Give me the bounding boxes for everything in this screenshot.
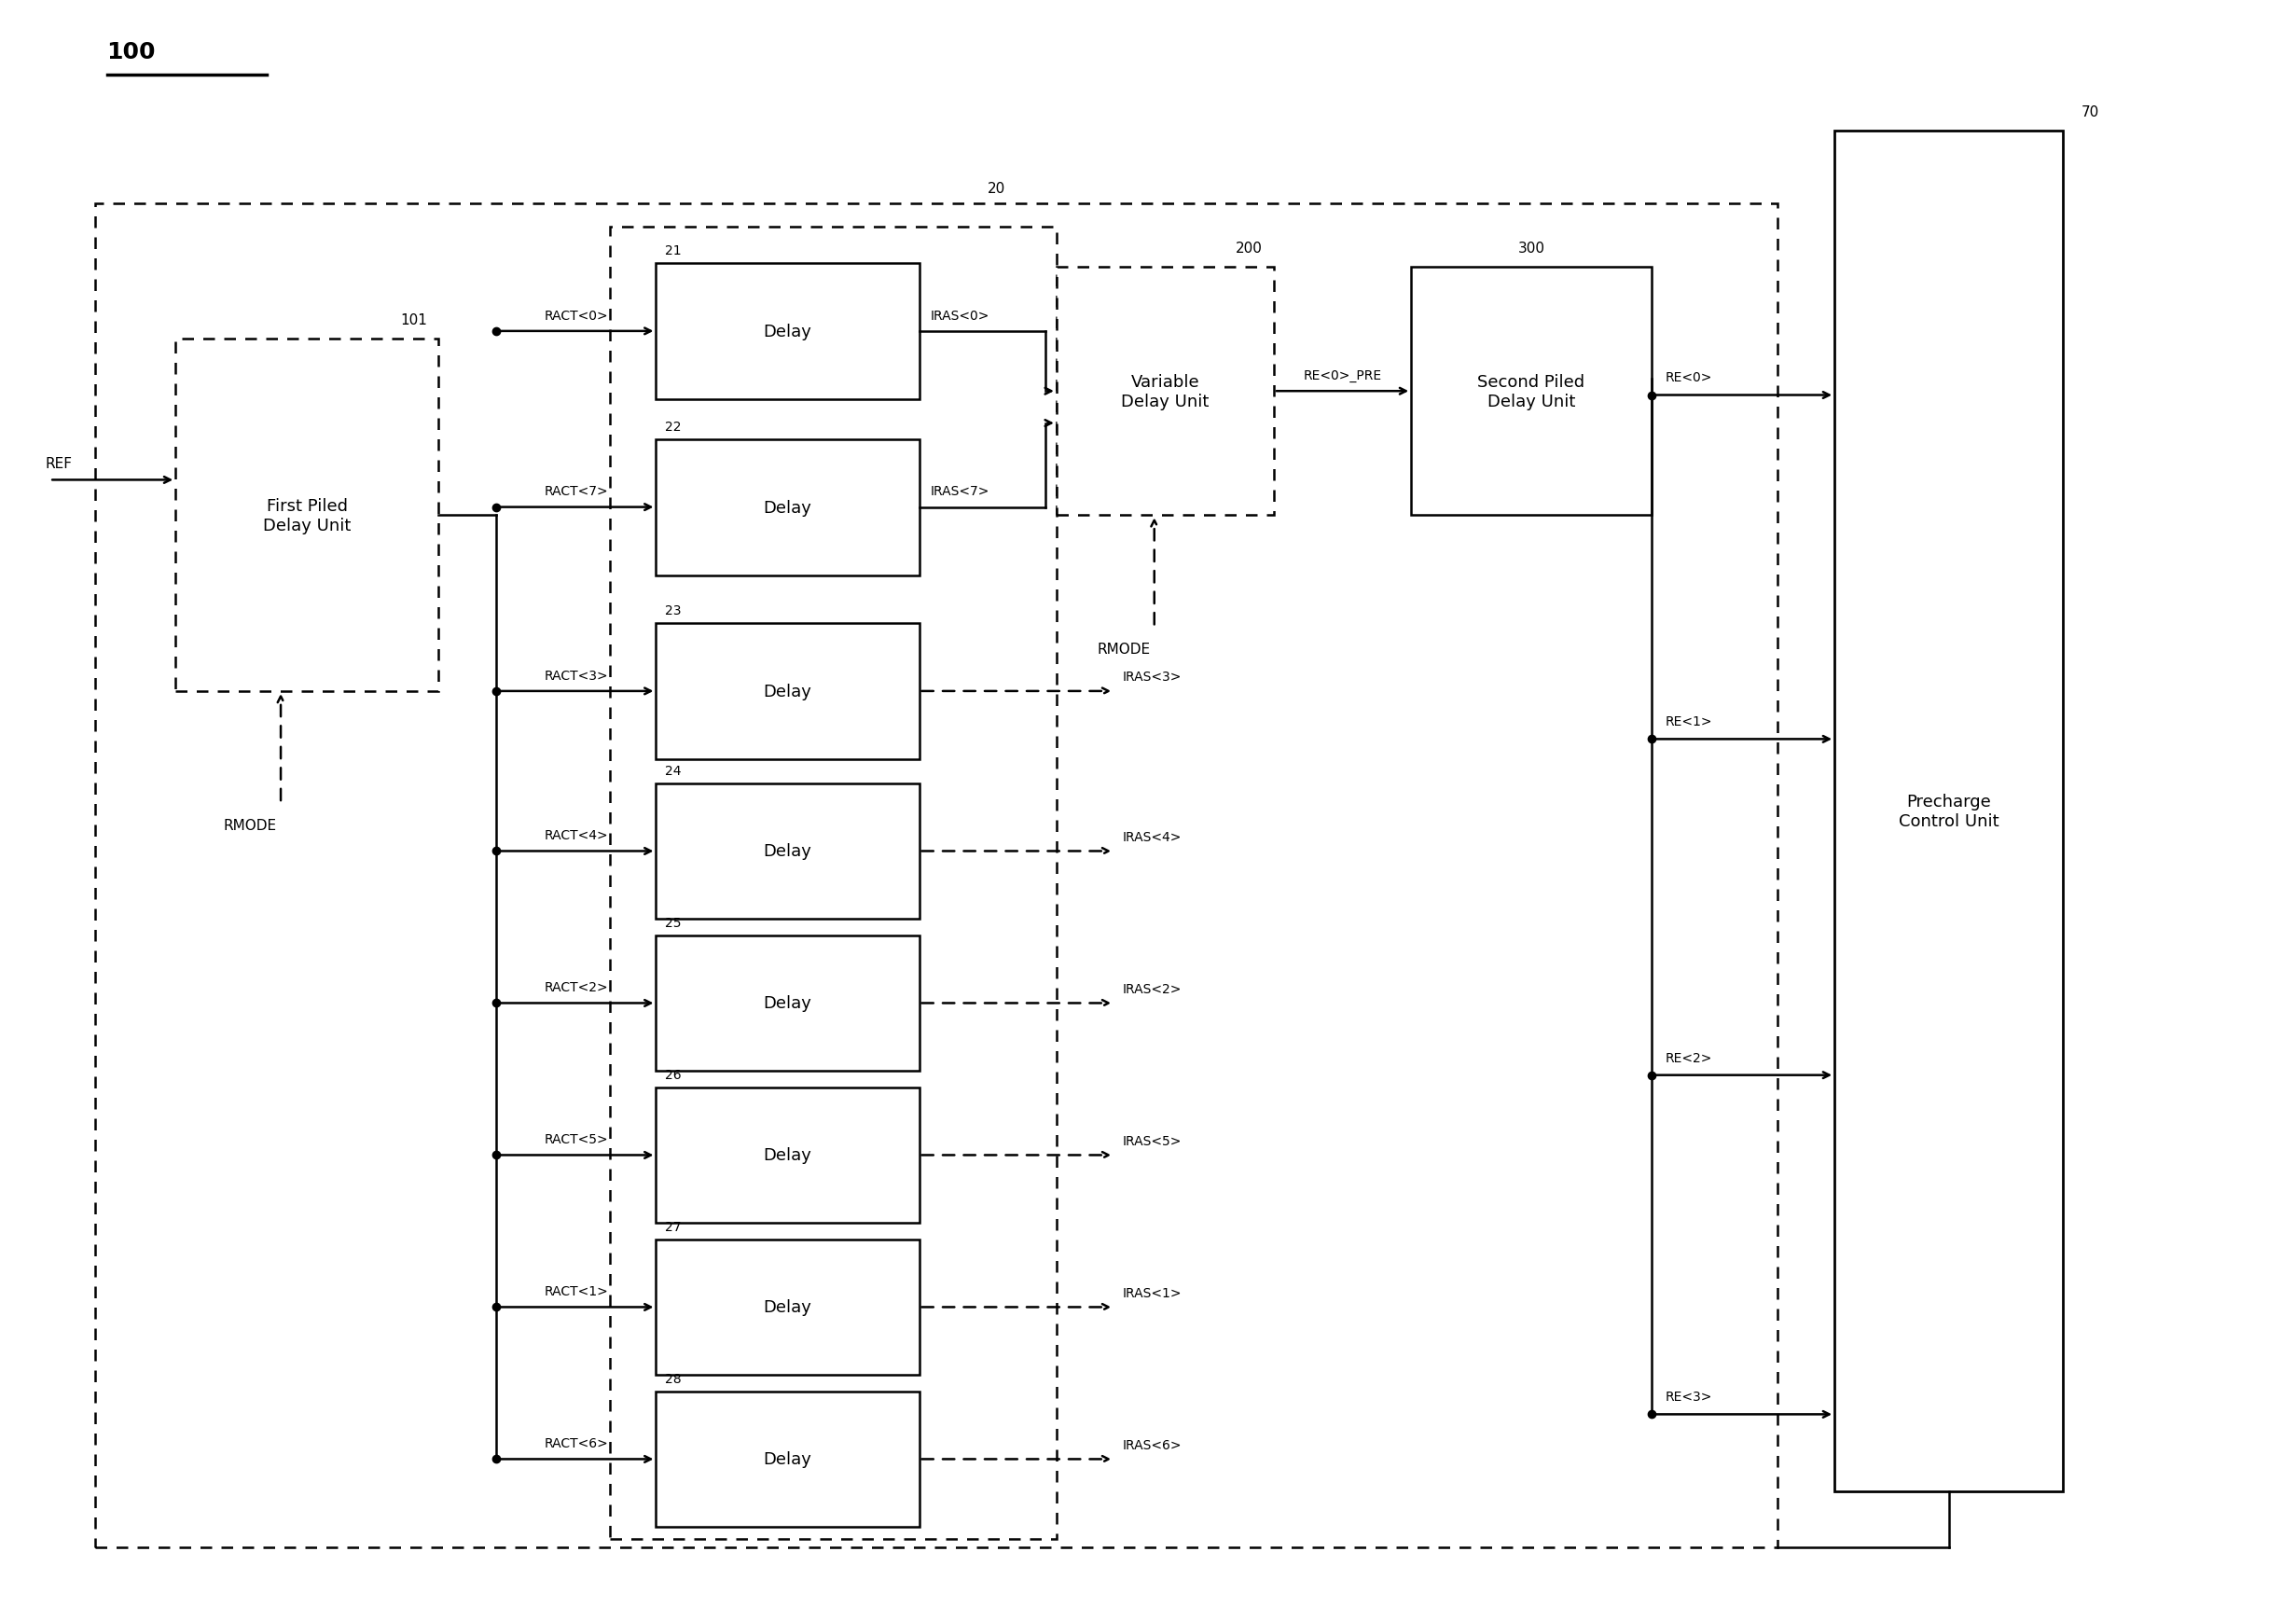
Text: RACT<0>: RACT<0> xyxy=(544,309,608,321)
Text: Precharge
Control Unit: Precharge Control Unit xyxy=(1899,794,2000,829)
FancyBboxPatch shape xyxy=(657,1392,918,1527)
FancyBboxPatch shape xyxy=(657,440,918,575)
FancyBboxPatch shape xyxy=(657,784,918,919)
Text: RACT<5>: RACT<5> xyxy=(544,1133,608,1146)
Text: First Piled
Delay Unit: First Piled Delay Unit xyxy=(264,498,351,534)
Text: RACT<7>: RACT<7> xyxy=(544,485,608,498)
Text: RACT<3>: RACT<3> xyxy=(544,669,608,681)
FancyBboxPatch shape xyxy=(174,339,439,691)
Text: RE<1>: RE<1> xyxy=(1665,715,1713,728)
FancyBboxPatch shape xyxy=(1056,268,1274,516)
Text: IRAS<2>: IRAS<2> xyxy=(1123,982,1182,995)
Text: 26: 26 xyxy=(666,1069,682,1082)
Text: IRAS<5>: IRAS<5> xyxy=(1123,1135,1182,1147)
FancyBboxPatch shape xyxy=(1412,268,1651,516)
Text: Second Piled
Delay Unit: Second Piled Delay Unit xyxy=(1479,373,1584,410)
Text: 27: 27 xyxy=(666,1220,682,1233)
Text: Delay: Delay xyxy=(762,323,813,341)
FancyBboxPatch shape xyxy=(657,264,918,400)
Text: IRAS<1>: IRAS<1> xyxy=(1123,1286,1182,1300)
Text: 200: 200 xyxy=(1235,241,1263,256)
Text: RE<3>: RE<3> xyxy=(1665,1390,1713,1403)
Text: Variable
Delay Unit: Variable Delay Unit xyxy=(1120,373,1210,410)
Text: Delay: Delay xyxy=(762,1147,813,1163)
Text: IRAS<4>: IRAS<4> xyxy=(1123,831,1182,844)
Text: 22: 22 xyxy=(666,419,682,434)
Text: Delay: Delay xyxy=(762,683,813,701)
Text: RE<0>: RE<0> xyxy=(1665,371,1713,384)
FancyBboxPatch shape xyxy=(1835,132,2064,1491)
FancyBboxPatch shape xyxy=(657,1239,918,1376)
Text: 24: 24 xyxy=(666,763,682,778)
Text: IRAS<6>: IRAS<6> xyxy=(1123,1438,1182,1451)
FancyBboxPatch shape xyxy=(657,1088,918,1223)
Text: Delay: Delay xyxy=(762,1451,813,1467)
Text: REF: REF xyxy=(46,456,71,471)
Text: IRAS<3>: IRAS<3> xyxy=(1123,670,1182,683)
Text: RMODE: RMODE xyxy=(1097,643,1150,656)
FancyBboxPatch shape xyxy=(657,624,918,760)
Text: 23: 23 xyxy=(666,604,682,617)
Text: Delay: Delay xyxy=(762,500,813,516)
Text: RE<0>_PRE: RE<0>_PRE xyxy=(1304,370,1382,382)
Text: 25: 25 xyxy=(666,916,682,929)
Text: RACT<1>: RACT<1> xyxy=(544,1284,608,1298)
Text: 70: 70 xyxy=(2082,104,2099,119)
Text: RACT<6>: RACT<6> xyxy=(544,1437,608,1450)
Text: Delay: Delay xyxy=(762,844,813,860)
Text: 101: 101 xyxy=(400,313,427,326)
Text: 21: 21 xyxy=(666,244,682,257)
Text: RACT<4>: RACT<4> xyxy=(544,829,608,842)
Text: Delay: Delay xyxy=(762,1298,813,1316)
Text: 28: 28 xyxy=(666,1372,682,1385)
Text: IRAS<7>: IRAS<7> xyxy=(930,485,990,498)
Text: 100: 100 xyxy=(108,40,156,63)
Text: RE<2>: RE<2> xyxy=(1665,1051,1713,1064)
Text: RMODE: RMODE xyxy=(223,818,278,832)
FancyBboxPatch shape xyxy=(657,935,918,1072)
Text: 20: 20 xyxy=(987,182,1006,196)
Text: RACT<2>: RACT<2> xyxy=(544,980,608,993)
Text: IRAS<0>: IRAS<0> xyxy=(930,309,990,321)
Text: 300: 300 xyxy=(1518,241,1545,256)
Text: Delay: Delay xyxy=(762,995,813,1012)
